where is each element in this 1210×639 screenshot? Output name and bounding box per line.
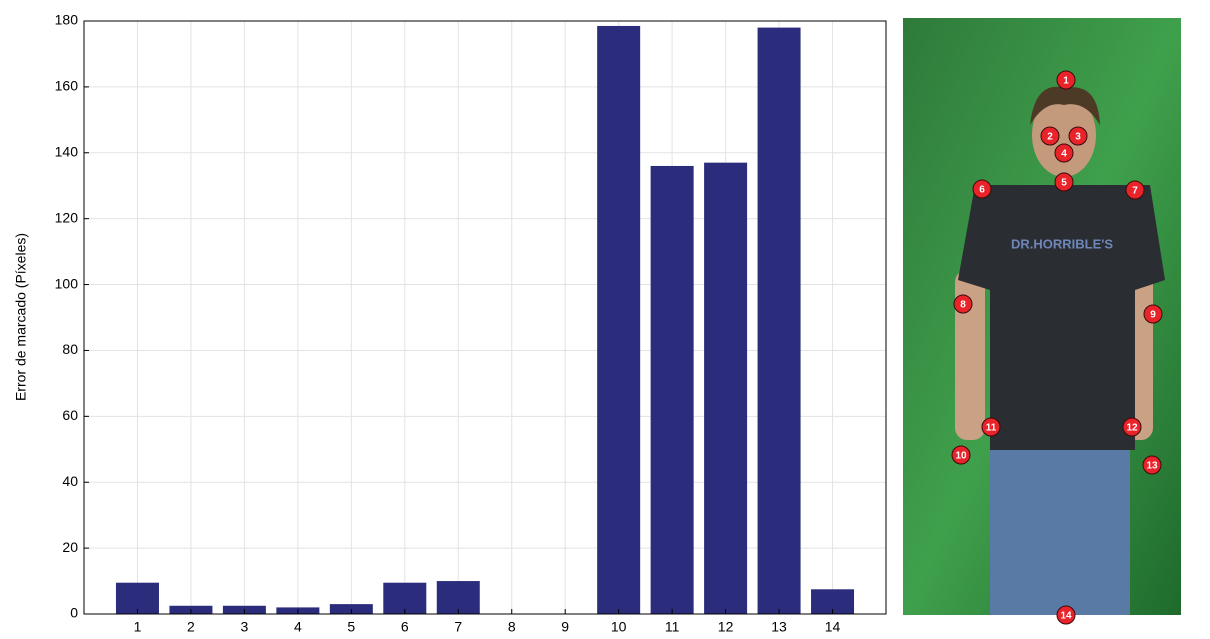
x-tick-label: 2 [187,619,195,634]
marker-dot [1056,70,1076,90]
x-tick-label: 6 [401,619,409,634]
marker-label: 14 [1060,611,1072,622]
marker-label: 8 [960,300,966,311]
plot-frame [83,20,887,615]
y-tick-label: 0 [70,605,78,621]
x-tick-label: 7 [454,619,462,634]
marker-dot [1122,417,1142,437]
bar [115,582,159,614]
bar [650,165,694,614]
bar [757,27,801,615]
marker-label: 11 [986,423,997,434]
marker-label: 9 [1150,310,1156,321]
marker-label: 10 [955,451,967,462]
marker-dot [1054,143,1074,163]
y-tick-label: 100 [55,275,79,291]
bar [383,582,427,614]
x-tick-label: 10 [611,619,627,634]
marker-label: 3 [1075,132,1081,143]
x-tick-label: 11 [665,619,680,634]
marker-label: 4 [1061,149,1067,160]
marker-label: 1 [1063,76,1069,87]
marker-dot [1068,126,1088,146]
x-tick-label: 13 [771,619,787,634]
marker-dot [951,445,971,465]
y-tick-label: 140 [55,143,79,159]
x-tick-label: 9 [561,619,569,634]
x-tick-label: 8 [508,619,516,634]
marker-dot [1056,605,1076,625]
y-tick-label: 80 [62,341,78,357]
y-tick-label: 120 [55,209,79,225]
marker-dot [972,179,992,199]
marker-dot [953,294,973,314]
marker-dot [1040,126,1060,146]
marker-label: 2 [1047,132,1053,143]
marker-dot [1142,455,1162,475]
marker-label: 13 [1146,461,1158,472]
y-axis-label: Error de marcado (Píxeles) [13,233,29,401]
marker-dot [1143,304,1163,324]
marker-label: 7 [1132,186,1138,197]
y-tick-label: 40 [62,473,78,489]
marker-label: 5 [1061,178,1067,189]
y-tick-label: 180 [55,12,79,28]
x-tick-label: 1 [134,619,142,634]
marker-dot [981,417,1001,437]
y-tick-label: 60 [62,407,78,423]
bar [597,25,641,615]
marker-label: 6 [979,185,985,196]
photo: DR.HORRIBLE'S [903,18,1181,615]
marker-dot [1054,172,1074,192]
x-tick-label: 12 [718,619,734,634]
x-tick-label: 5 [347,619,355,634]
bar [704,162,748,614]
marker-dot [1125,180,1145,200]
marker-label: 12 [1126,423,1138,434]
y-tick-label: 160 [55,78,79,94]
y-tick-label: 20 [62,539,78,555]
x-tick-label: 3 [241,619,249,634]
svg-text:DR.HORRIBLE'S: DR.HORRIBLE'S [1011,236,1113,251]
bar [436,581,480,614]
x-tick-label: 4 [294,619,302,634]
x-tick-label: 14 [825,619,841,634]
